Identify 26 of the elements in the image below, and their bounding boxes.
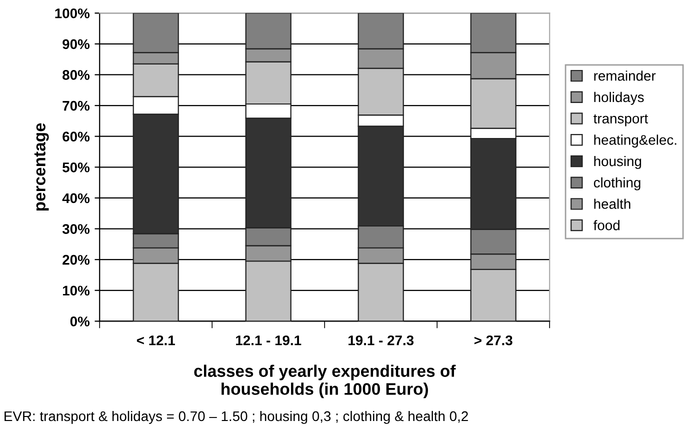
legend-label: holidays [594, 92, 644, 105]
legend-label: clothing [594, 177, 640, 190]
y-tick-label: 20% [62, 254, 90, 265]
x-tick-label: > 27.3 [474, 335, 512, 346]
legend-label: health [594, 198, 630, 209]
y-tick-label: 30% [62, 224, 90, 234]
y-tick-label: 90% [62, 39, 90, 50]
legend-label: housing [594, 156, 642, 169]
y-tick-label: 80% [62, 70, 90, 80]
y-tick-label: 70% [62, 100, 90, 111]
x-tick-label: 12.1 - 19.1 [236, 335, 302, 346]
text: EVR: transport & holidays = 0.70 – 1.50 ; housing 0,3 ; clothing & health 0,2 [4, 410, 468, 424]
y-tick-label: 60% [62, 132, 90, 142]
x-tick-label: < 12.1 [136, 335, 175, 346]
y-tick-label: 40% [62, 193, 90, 204]
legend-label: transport [594, 114, 648, 126]
x-tick-label: 19.1 - 27.3 [348, 335, 414, 346]
y-tick-label: 100% [55, 8, 90, 18]
y-tick-label: 0% [70, 316, 90, 326]
legend-label: food [594, 220, 620, 230]
y-axis-title: percentage [34, 123, 49, 211]
x-axis-title: classes of yearly expenditures of households (in 1000 Euro) [194, 364, 456, 398]
y-tick-label: 50% [62, 162, 90, 172]
legend-label: remainder [594, 70, 656, 81]
legend-label: heating&elec. [594, 134, 676, 148]
y-tick-label: 10% [62, 286, 90, 296]
